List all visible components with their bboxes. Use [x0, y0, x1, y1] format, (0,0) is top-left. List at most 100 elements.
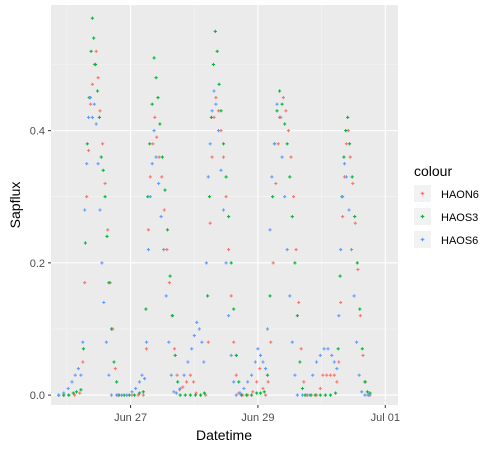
data-point — [171, 314, 175, 318]
data-point — [156, 96, 160, 100]
data-point — [237, 380, 241, 384]
data-point — [293, 261, 297, 265]
data-point — [152, 129, 156, 133]
data-point — [356, 267, 360, 272]
data-point — [89, 49, 93, 53]
data-point — [173, 353, 177, 357]
data-point — [266, 380, 270, 384]
data-point — [159, 215, 163, 219]
data-point — [360, 347, 364, 351]
data-point — [365, 390, 369, 394]
data-point — [168, 274, 172, 278]
data-point — [153, 115, 157, 119]
data-point — [353, 221, 357, 225]
data-point — [221, 142, 226, 146]
data-point — [341, 215, 345, 219]
data-point — [92, 36, 96, 40]
data-point — [322, 347, 326, 351]
legend-key-symbol — [420, 191, 425, 196]
data-point — [176, 380, 180, 384]
data-point — [144, 307, 148, 311]
data-point — [152, 56, 156, 60]
data-point — [353, 215, 357, 219]
data-point — [278, 89, 282, 93]
data-point — [157, 181, 161, 186]
data-point — [83, 281, 87, 285]
data-point — [238, 391, 242, 395]
data-point — [348, 155, 352, 159]
data-point — [214, 96, 218, 100]
data-point — [290, 340, 294, 344]
data-point — [234, 373, 238, 377]
data-point — [185, 380, 189, 384]
data-point — [212, 89, 216, 93]
data-point — [221, 155, 226, 159]
data-point — [229, 353, 233, 357]
legend-key-symbol — [420, 214, 425, 219]
data-point — [246, 380, 250, 384]
data-point — [271, 195, 275, 199]
data-point — [229, 294, 233, 298]
data-point — [360, 390, 364, 394]
y-tick-label: 0.2 — [30, 258, 45, 270]
data-point — [120, 393, 124, 397]
data-point — [74, 390, 79, 394]
data-point — [192, 380, 196, 384]
legend-key-symbol — [420, 237, 425, 242]
data-point — [323, 393, 327, 397]
series-haos6 — [57, 89, 371, 397]
x-tick-label: Jun 27 — [114, 412, 147, 424]
plot-panel — [51, 5, 398, 405]
data-point — [155, 135, 159, 139]
data-point — [261, 386, 265, 391]
data-point — [62, 391, 66, 395]
data-point — [258, 353, 263, 357]
data-point — [199, 393, 203, 397]
data-point — [70, 380, 74, 384]
data-point — [100, 261, 104, 265]
data-point — [165, 248, 169, 252]
data-point — [276, 142, 280, 146]
data-point — [256, 347, 260, 351]
data-point — [104, 340, 108, 344]
data-point — [355, 261, 359, 265]
data-point — [363, 393, 367, 397]
data-point — [275, 109, 279, 113]
data-point — [219, 168, 223, 172]
data-point — [250, 373, 254, 377]
major-gridlines — [51, 5, 398, 405]
data-point — [321, 373, 325, 377]
data-point — [164, 294, 168, 298]
data-point — [274, 181, 278, 186]
data-point — [264, 393, 268, 397]
data-point — [130, 390, 134, 394]
data-point — [207, 195, 212, 199]
data-point — [83, 208, 87, 212]
data-point — [224, 261, 228, 265]
data-point — [332, 373, 336, 377]
data-point — [352, 294, 356, 298]
data-point — [288, 175, 292, 179]
data-point — [182, 373, 186, 377]
data-point — [148, 195, 152, 199]
data-point — [136, 393, 140, 397]
data-point — [367, 393, 371, 397]
data-point — [144, 347, 149, 351]
data-point — [200, 340, 204, 344]
data-point — [281, 96, 285, 100]
data-point — [172, 347, 177, 351]
data-point — [101, 168, 105, 172]
data-point — [295, 314, 299, 318]
data-point — [275, 102, 279, 106]
data-point — [349, 248, 354, 252]
data-point — [298, 360, 302, 364]
data-point — [229, 261, 233, 265]
data-point — [85, 195, 89, 199]
data-point — [192, 334, 196, 338]
data-point — [214, 102, 218, 106]
data-point — [96, 76, 100, 80]
data-point — [270, 175, 274, 179]
data-point — [132, 393, 136, 397]
data-point — [242, 386, 246, 391]
data-point — [339, 300, 343, 305]
